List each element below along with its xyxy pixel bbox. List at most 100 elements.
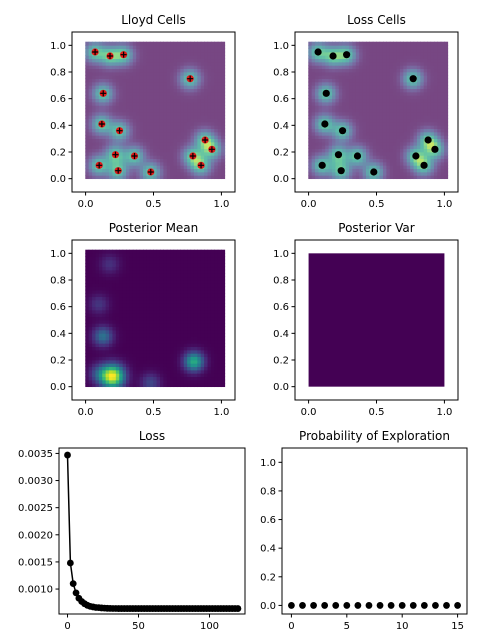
- prob-exploration-point: [321, 602, 329, 609]
- posterior-mean-ytick-label: 0.8: [50, 276, 66, 287]
- prob-exploration-point: [365, 602, 373, 609]
- prob-exploration-point: [376, 602, 384, 609]
- prob-exploration-xtick-label: 10: [396, 621, 409, 632]
- loss-cells-ytick-label: 0.8: [273, 68, 289, 79]
- posterior-var-heatmap: [308, 253, 445, 387]
- loss-cells-ytick-label: 0.2: [273, 148, 289, 159]
- posterior-mean-heatmap: [85, 249, 226, 388]
- prob-exploration-panel-bg: [282, 448, 467, 614]
- posterior-var-xtick-label: 0.5: [369, 407, 385, 418]
- loss-cells-xtick-label: 1.0: [436, 199, 452, 210]
- prob-exploration-xtick-label: 0: [288, 621, 294, 632]
- posterior-var-ytick-label: 0.4: [273, 329, 289, 340]
- prob-exploration-ytick-label: 1.0: [260, 458, 276, 469]
- posterior-var-ytick-label: 0.0: [273, 382, 289, 393]
- loss-cells-point: [314, 48, 322, 56]
- lloyd-point-cross: [147, 169, 154, 175]
- loss-cells-point: [424, 136, 432, 144]
- prob-exploration-ytick-label: 0.2: [260, 572, 276, 583]
- prob-exploration-xtick-label: 5: [344, 621, 350, 632]
- prob-exploration-point: [387, 602, 395, 609]
- loss-cells-point: [338, 127, 347, 135]
- posterior-var-xtick-label: 1.0: [436, 407, 452, 418]
- prob-exploration-point: [354, 602, 362, 609]
- lloyd-point-cross: [198, 162, 205, 169]
- prob-exploration-point: [409, 602, 417, 609]
- lloyd-point-cross: [96, 162, 103, 169]
- loss-cells-point: [420, 161, 428, 169]
- lloyd-point-cross: [120, 51, 127, 58]
- prob-exploration-axes-frame: [281, 447, 468, 615]
- prob-exploration-point: [299, 602, 306, 609]
- loss-cells-ytick-label: 0.4: [273, 121, 289, 132]
- prob-exploration-ytick-label: 0.0: [260, 601, 276, 612]
- lloyd-point-cross: [131, 153, 138, 159]
- posterior-var-xtick-label: 0.0: [301, 407, 317, 418]
- lloyd-ytick-label: 0.4: [50, 121, 66, 132]
- loss-cells-point: [329, 52, 337, 60]
- prob-exploration-ytick-label: 0.6: [260, 515, 276, 526]
- loss-title: Loss: [139, 429, 165, 443]
- lloyd-density: [85, 41, 226, 180]
- lloyd-point-cross: [187, 75, 194, 82]
- loss-cells-point: [412, 152, 420, 160]
- lloyd-ytick-label: 0.6: [50, 94, 66, 105]
- lloyd-point-cross: [202, 137, 209, 143]
- loss-ytick-label: 0.0030: [18, 476, 53, 487]
- loss-point: [72, 589, 80, 597]
- loss-cells-xtick-label: 0.0: [301, 199, 317, 210]
- prob-exploration-point: [454, 602, 461, 609]
- loss-point: [64, 451, 71, 459]
- posterior-var-ytick-label: 1.0: [273, 249, 289, 260]
- prob-exploration-xtick-label: 15: [451, 621, 464, 632]
- prob-exploration-title: Probability of Exploration: [299, 429, 450, 443]
- loss-xtick-label: 50: [132, 621, 145, 632]
- lloyd-point-cross: [100, 90, 107, 97]
- loss-ytick-label: 0.0010: [18, 585, 53, 596]
- loss-cells-xtick-label: 0.5: [369, 199, 385, 210]
- loss-cells-point: [353, 152, 362, 160]
- prob-exploration-point: [398, 602, 406, 609]
- lloyd-point-cross: [116, 127, 123, 134]
- prob-exploration-point: [443, 602, 450, 609]
- loss-cells-point: [334, 151, 343, 159]
- loss-xtick-label: 100: [200, 621, 219, 632]
- prob-exploration-point: [332, 602, 340, 609]
- prob-exploration-point: [343, 602, 351, 609]
- prob-exploration-point: [310, 602, 317, 609]
- loss-ytick-label: 0.0020: [18, 530, 53, 541]
- posterior-var-ytick-label: 0.2: [273, 356, 289, 367]
- lloyd-point-cross: [98, 121, 105, 127]
- loss-panel-bg: [59, 448, 245, 614]
- prob-exploration-ytick-label: 0.8: [260, 486, 276, 497]
- posterior-var-ytick-label: 0.6: [273, 302, 289, 313]
- loss-xtick-label: 0: [64, 621, 70, 632]
- loss-cells-point: [318, 161, 326, 169]
- loss-cells-density: [308, 41, 449, 180]
- posterior-mean-ytick-label: 1.0: [50, 249, 66, 260]
- posterior-mean-xtick-label: 1.0: [213, 407, 229, 418]
- lloyd-ytick-label: 1.0: [50, 41, 66, 52]
- posterior-mean-xtick-label: 0.0: [78, 407, 94, 418]
- lloyd-point-cross: [92, 49, 99, 55]
- loss-cells-point: [409, 75, 417, 83]
- loss-cells-ytick-label: 1.0: [273, 41, 289, 52]
- loss-ytick-label: 0.0035: [18, 449, 53, 460]
- lloyd-ytick-label: 0.8: [50, 68, 66, 79]
- prob-exploration-ytick-label: 0.4: [260, 544, 276, 555]
- posterior-var-ytick-label: 0.8: [273, 276, 289, 287]
- posterior-mean-ytick-label: 0.4: [50, 329, 66, 340]
- prob-exploration-point: [432, 602, 439, 609]
- lloyd-point-cross: [208, 146, 215, 153]
- posterior-mean-ytick-label: 0.6: [50, 302, 66, 313]
- loss-point: [234, 605, 242, 612]
- lloyd-ytick-label: 0.2: [50, 148, 66, 159]
- loss-cells-point: [431, 145, 439, 153]
- loss-cells-ytick-label: 0.6: [273, 94, 289, 105]
- prob-exploration-point: [288, 602, 295, 609]
- loss-ytick-label: 0.0025: [18, 503, 53, 514]
- lloyd-ytick-label: 0.0: [50, 174, 66, 185]
- posterior-mean-ytick-label: 0.0: [50, 382, 66, 393]
- loss-cells-point: [343, 51, 351, 59]
- loss-point: [69, 580, 77, 588]
